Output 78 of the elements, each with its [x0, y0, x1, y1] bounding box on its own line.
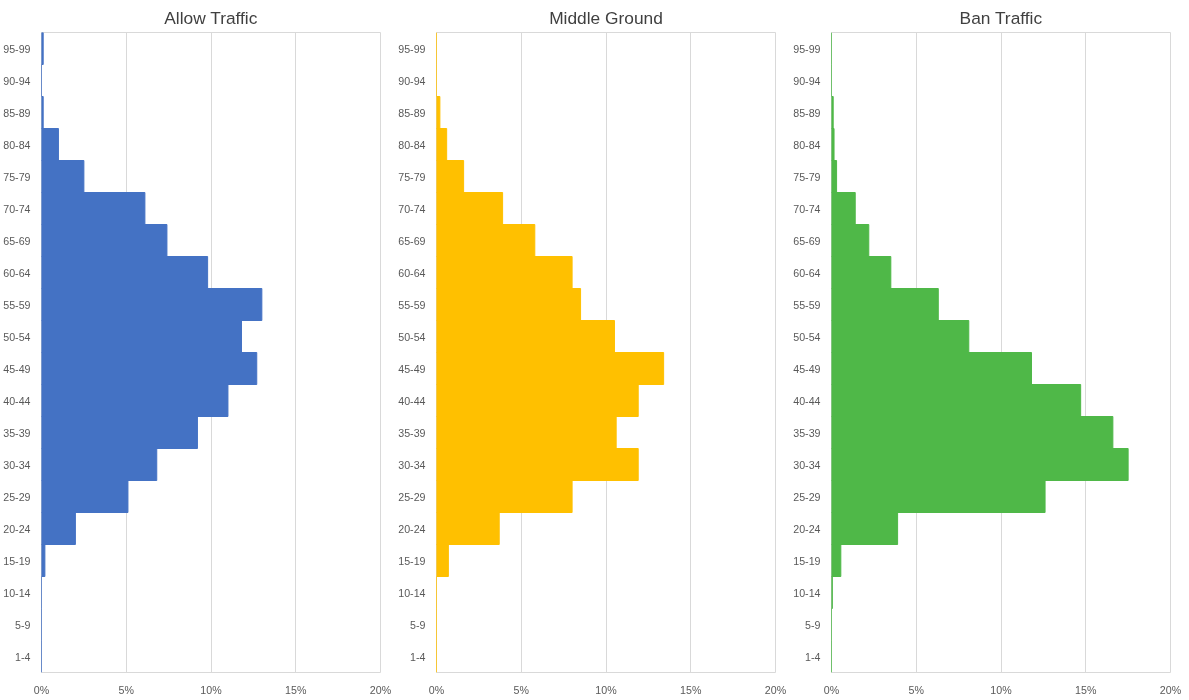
y-tick-label: 35-39 — [3, 426, 31, 439]
x-tick-label: 20% — [764, 683, 787, 696]
chart-title: Allow Traffic — [164, 7, 258, 28]
y-tick-label: 15-19 — [398, 554, 426, 567]
y-tick-label: 95-99 — [398, 42, 426, 55]
y-tick-label: 45-49 — [3, 362, 31, 375]
y-tick-label: 75-79 — [3, 170, 31, 183]
y-tick-label: 25-29 — [793, 490, 821, 503]
y-tick-label: 80-84 — [398, 138, 426, 151]
y-tick-label: 25-29 — [398, 490, 426, 503]
x-tick-label: 10% — [200, 683, 223, 696]
y-tick-label: 80-84 — [3, 138, 31, 151]
x-tick-label: 15% — [285, 683, 307, 696]
x-tick-label: 5% — [908, 683, 925, 696]
y-tick-label: 10-14 — [398, 586, 426, 599]
y-tick-label: 5-9 — [15, 618, 31, 631]
y-tick-label: 10-14 — [793, 586, 821, 599]
y-tick-label: 95-99 — [3, 42, 31, 55]
y-tick-label: 55-59 — [793, 298, 821, 311]
y-tick-label: 1-4 — [410, 650, 426, 663]
y-tick-label: 10-14 — [3, 586, 31, 599]
y-tick-label: 50-54 — [3, 330, 31, 343]
y-tick-label: 65-69 — [398, 234, 426, 247]
y-tick-label: 40-44 — [3, 394, 31, 407]
y-tick-label: 5-9 — [805, 618, 821, 631]
y-tick-label: 85-89 — [398, 106, 426, 119]
y-tick-label: 90-94 — [793, 74, 821, 87]
chart-title: Ban Traffic — [959, 7, 1043, 28]
x-tick-label: 0% — [428, 683, 445, 696]
x-tick-label: 0% — [33, 683, 50, 696]
y-tick-label: 45-49 — [398, 362, 426, 375]
y-tick-label: 60-64 — [398, 266, 426, 279]
x-tick-label: 15% — [680, 683, 702, 696]
y-tick-label: 60-64 — [793, 266, 821, 279]
chart-title: Middle Ground — [549, 7, 663, 28]
y-tick-label: 25-29 — [3, 490, 31, 503]
x-tick-label: 15% — [1075, 683, 1097, 696]
y-tick-label: 80-84 — [793, 138, 821, 151]
y-tick-label: 35-39 — [793, 426, 821, 439]
x-tick-label: 0% — [823, 683, 840, 696]
y-tick-label: 75-79 — [398, 170, 426, 183]
y-tick-label: 40-44 — [398, 394, 426, 407]
y-tick-label: 1-4 — [805, 650, 821, 663]
y-tick-label: 65-69 — [793, 234, 821, 247]
x-tick-label: 5% — [118, 683, 135, 696]
y-tick-label: 15-19 — [793, 554, 821, 567]
y-tick-label: 5-9 — [410, 618, 426, 631]
y-tick-label: 50-54 — [793, 330, 821, 343]
y-tick-label: 90-94 — [3, 74, 31, 87]
y-tick-label: 30-34 — [793, 458, 821, 471]
y-tick-label: 85-89 — [3, 106, 31, 119]
y-tick-label: 70-74 — [793, 202, 821, 215]
y-tick-label: 60-64 — [3, 266, 31, 279]
y-tick-label: 50-54 — [398, 330, 426, 343]
y-tick-label: 30-34 — [3, 458, 31, 471]
y-tick-label: 90-94 — [398, 74, 426, 87]
y-tick-label: 20-24 — [3, 522, 31, 535]
y-tick-label: 65-69 — [3, 234, 31, 247]
y-tick-label: 55-59 — [3, 298, 31, 311]
x-tick-label: 5% — [513, 683, 530, 696]
y-tick-label: 30-34 — [398, 458, 426, 471]
y-tick-label: 55-59 — [398, 298, 426, 311]
y-tick-label: 20-24 — [398, 522, 426, 535]
y-tick-label: 35-39 — [398, 426, 426, 439]
x-tick-label: 10% — [990, 683, 1013, 696]
y-tick-label: 75-79 — [793, 170, 821, 183]
y-tick-label: 70-74 — [3, 202, 31, 215]
x-tick-label: 20% — [369, 683, 392, 696]
y-tick-label: 1-4 — [15, 650, 31, 663]
y-tick-label: 45-49 — [793, 362, 821, 375]
y-tick-label: 85-89 — [793, 106, 821, 119]
y-tick-label: 20-24 — [793, 522, 821, 535]
y-tick-label: 40-44 — [793, 394, 821, 407]
x-tick-label: 20% — [1159, 683, 1182, 696]
y-tick-label: 95-99 — [793, 42, 821, 55]
x-tick-label: 10% — [595, 683, 618, 696]
y-tick-label: 70-74 — [398, 202, 426, 215]
y-tick-label: 15-19 — [3, 554, 31, 567]
